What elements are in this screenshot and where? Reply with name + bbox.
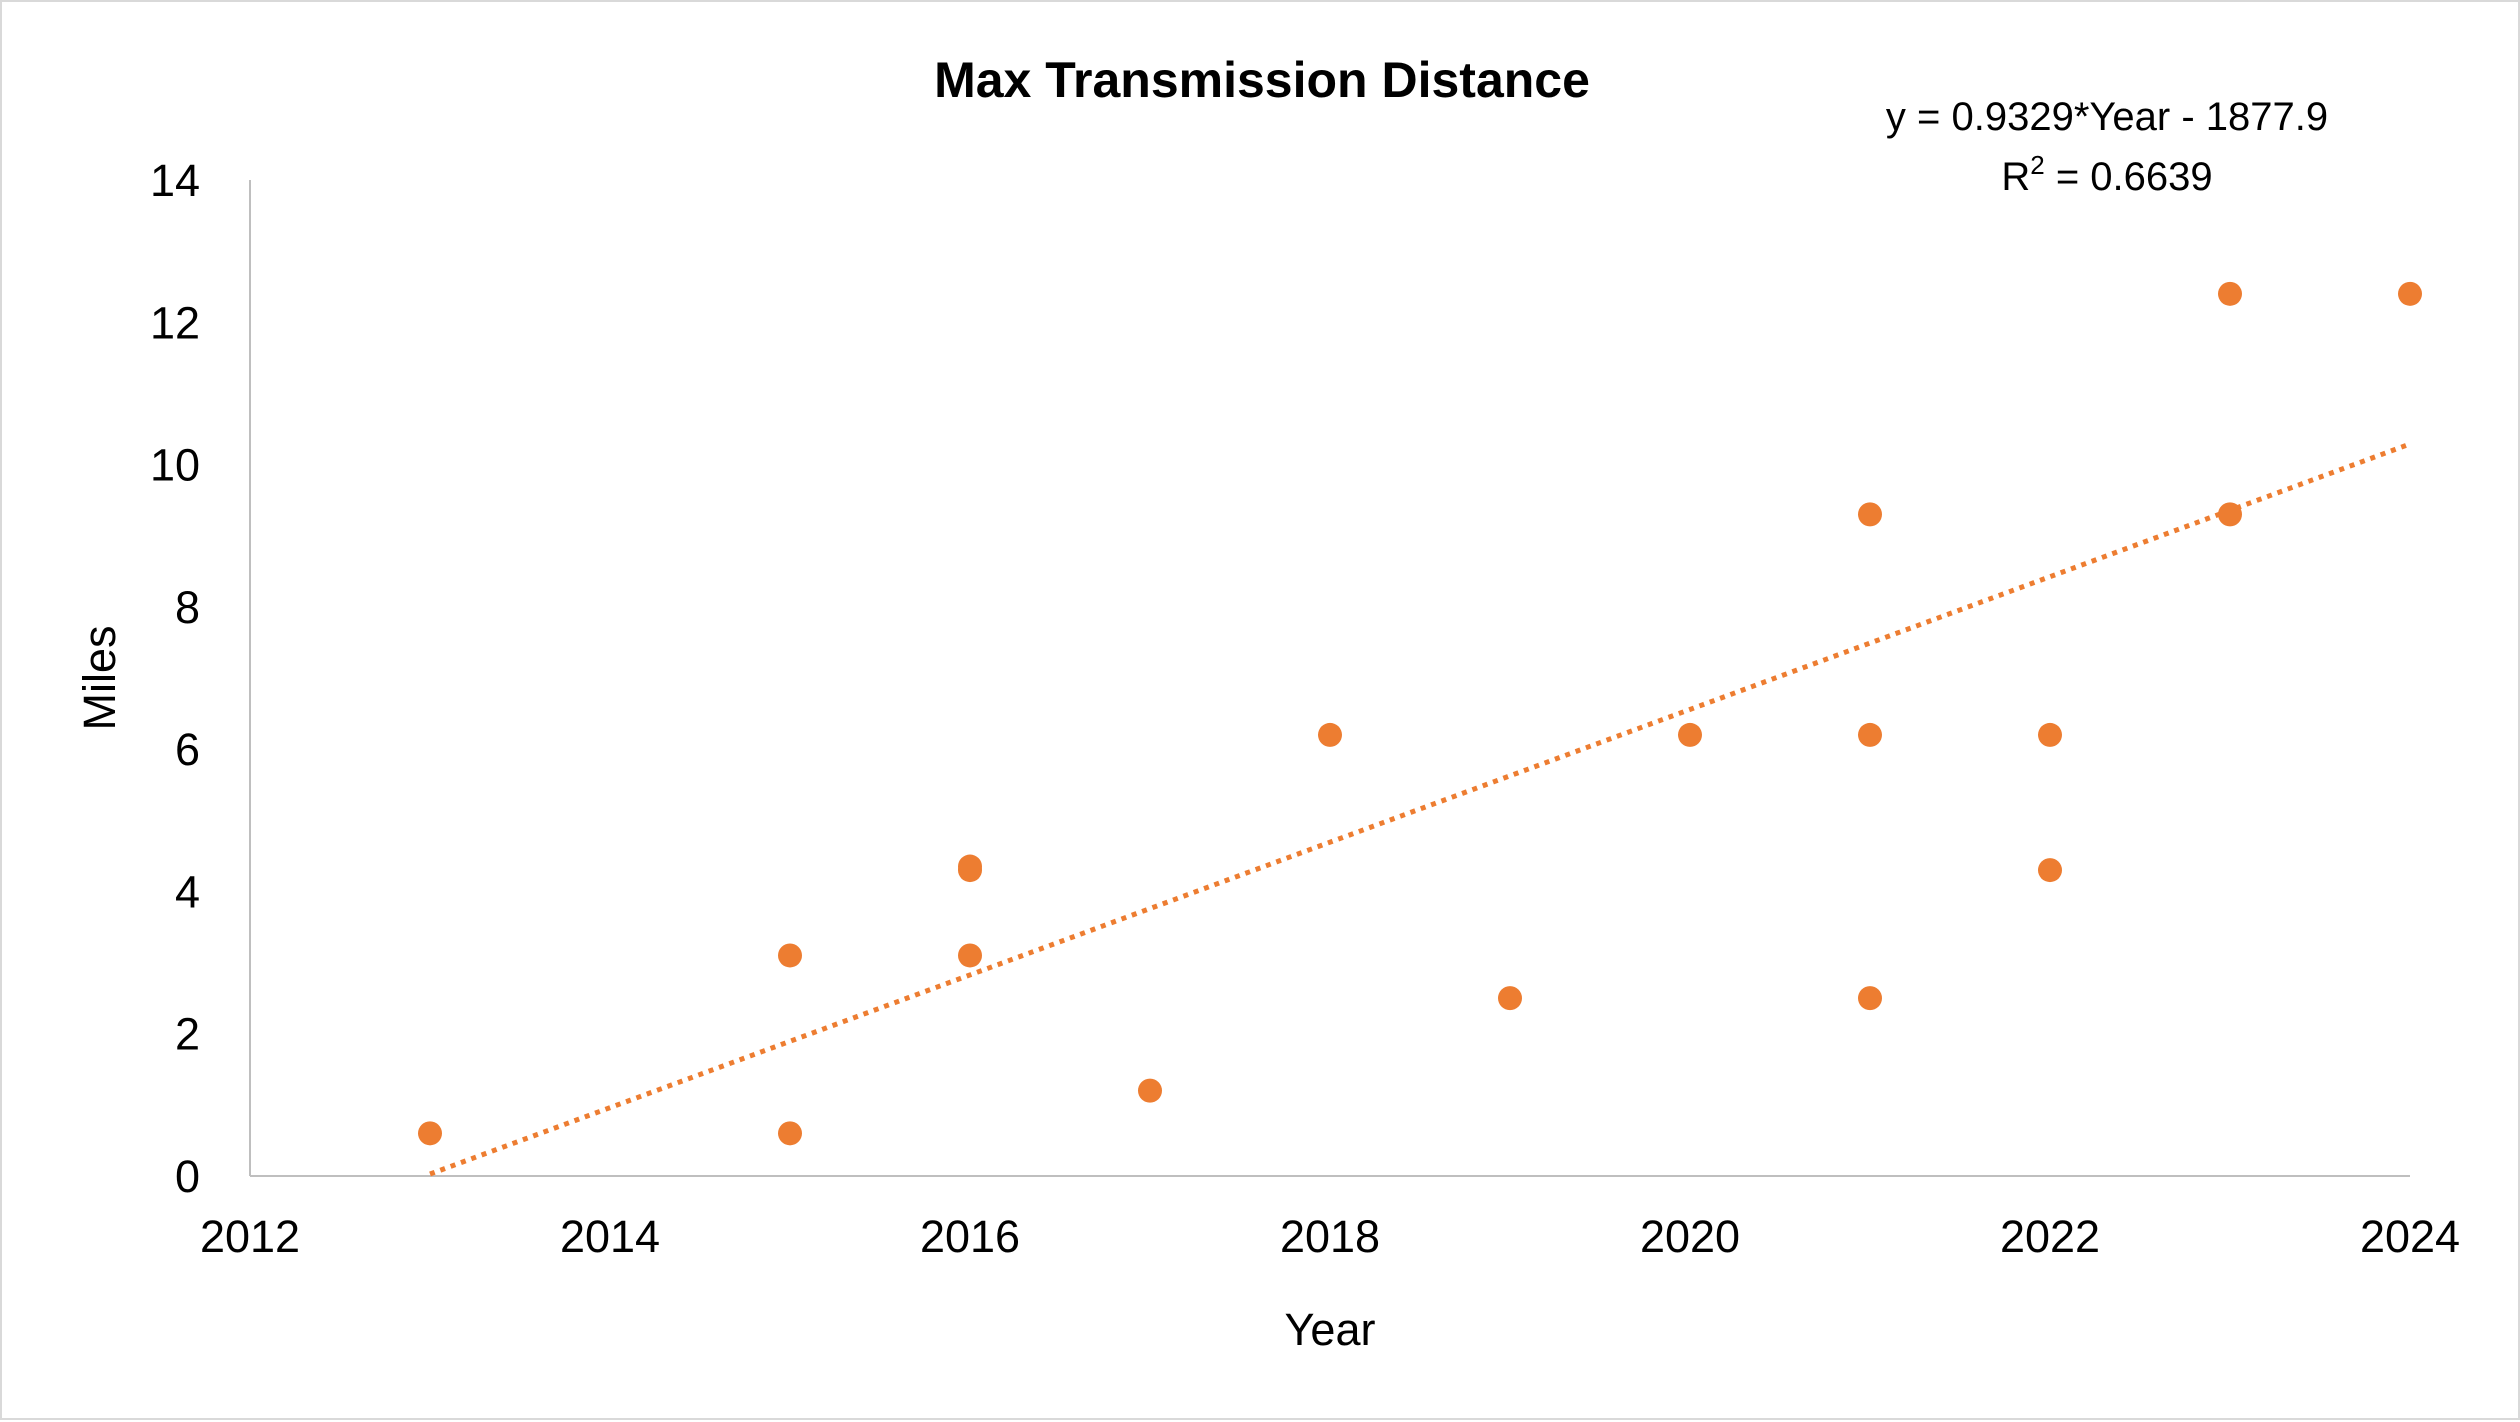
- chart-title: Max Transmission Distance: [934, 52, 1590, 108]
- y-tick-label: 4: [175, 866, 200, 917]
- data-point: [1858, 502, 1882, 527]
- x-tick-label: 2016: [920, 1211, 1020, 1262]
- r2-prefix: R: [2001, 155, 2030, 199]
- data-point: [2218, 502, 2242, 527]
- x-tick-label: 2020: [1640, 1211, 1740, 1262]
- x-tick-label: 2018: [1280, 1211, 1380, 1262]
- trendline-equation: y = 0.9329*Year - 1877.9: [1886, 95, 2328, 139]
- data-point: [1498, 986, 1522, 1011]
- data-point: [2038, 858, 2062, 883]
- data-point: [1678, 722, 1702, 747]
- data-point: [418, 1121, 442, 1146]
- data-point: [2398, 281, 2422, 306]
- x-tick-label: 2012: [200, 1211, 300, 1262]
- trendline-path: [429, 441, 2411, 1177]
- x-tick-label: 2014: [560, 1211, 660, 1262]
- y-tick-label: 6: [175, 724, 200, 775]
- y-tick-label: 8: [175, 582, 200, 633]
- axes: 0 2 4 6 8 10 12 14 2012 2014 2016 2018 2020 2022 2024: [150, 155, 2460, 1262]
- y-tick-label: 2: [175, 1009, 200, 1060]
- y-tick-label: 14: [150, 155, 200, 206]
- data-point: [1858, 986, 1882, 1011]
- data-point: [778, 943, 802, 968]
- data-points: [418, 281, 2422, 1146]
- data-point: [2038, 722, 2062, 747]
- data-point: [1138, 1078, 1162, 1103]
- r2-value: = 0.6639: [2045, 155, 2213, 199]
- x-axis-title: Year: [1285, 1304, 1376, 1355]
- data-point: [1858, 722, 1882, 747]
- data-point: [958, 943, 982, 968]
- data-point: [2218, 281, 2242, 306]
- x-tick-label: 2024: [2360, 1211, 2460, 1262]
- y-tick-label: 12: [150, 297, 200, 348]
- data-point: [778, 1121, 802, 1146]
- y-axis-title: Miles: [74, 625, 125, 730]
- y-tick-label: 0: [175, 1151, 200, 1202]
- data-point: [958, 854, 982, 879]
- trendline-r-squared: R2 = 0.6639: [2001, 150, 2212, 199]
- y-tick-label: 10: [150, 440, 200, 491]
- x-tick-label: 2022: [2000, 1211, 2100, 1262]
- trendline: [429, 441, 2411, 1177]
- data-point: [1318, 722, 1342, 747]
- r2-superscript: 2: [2030, 150, 2044, 180]
